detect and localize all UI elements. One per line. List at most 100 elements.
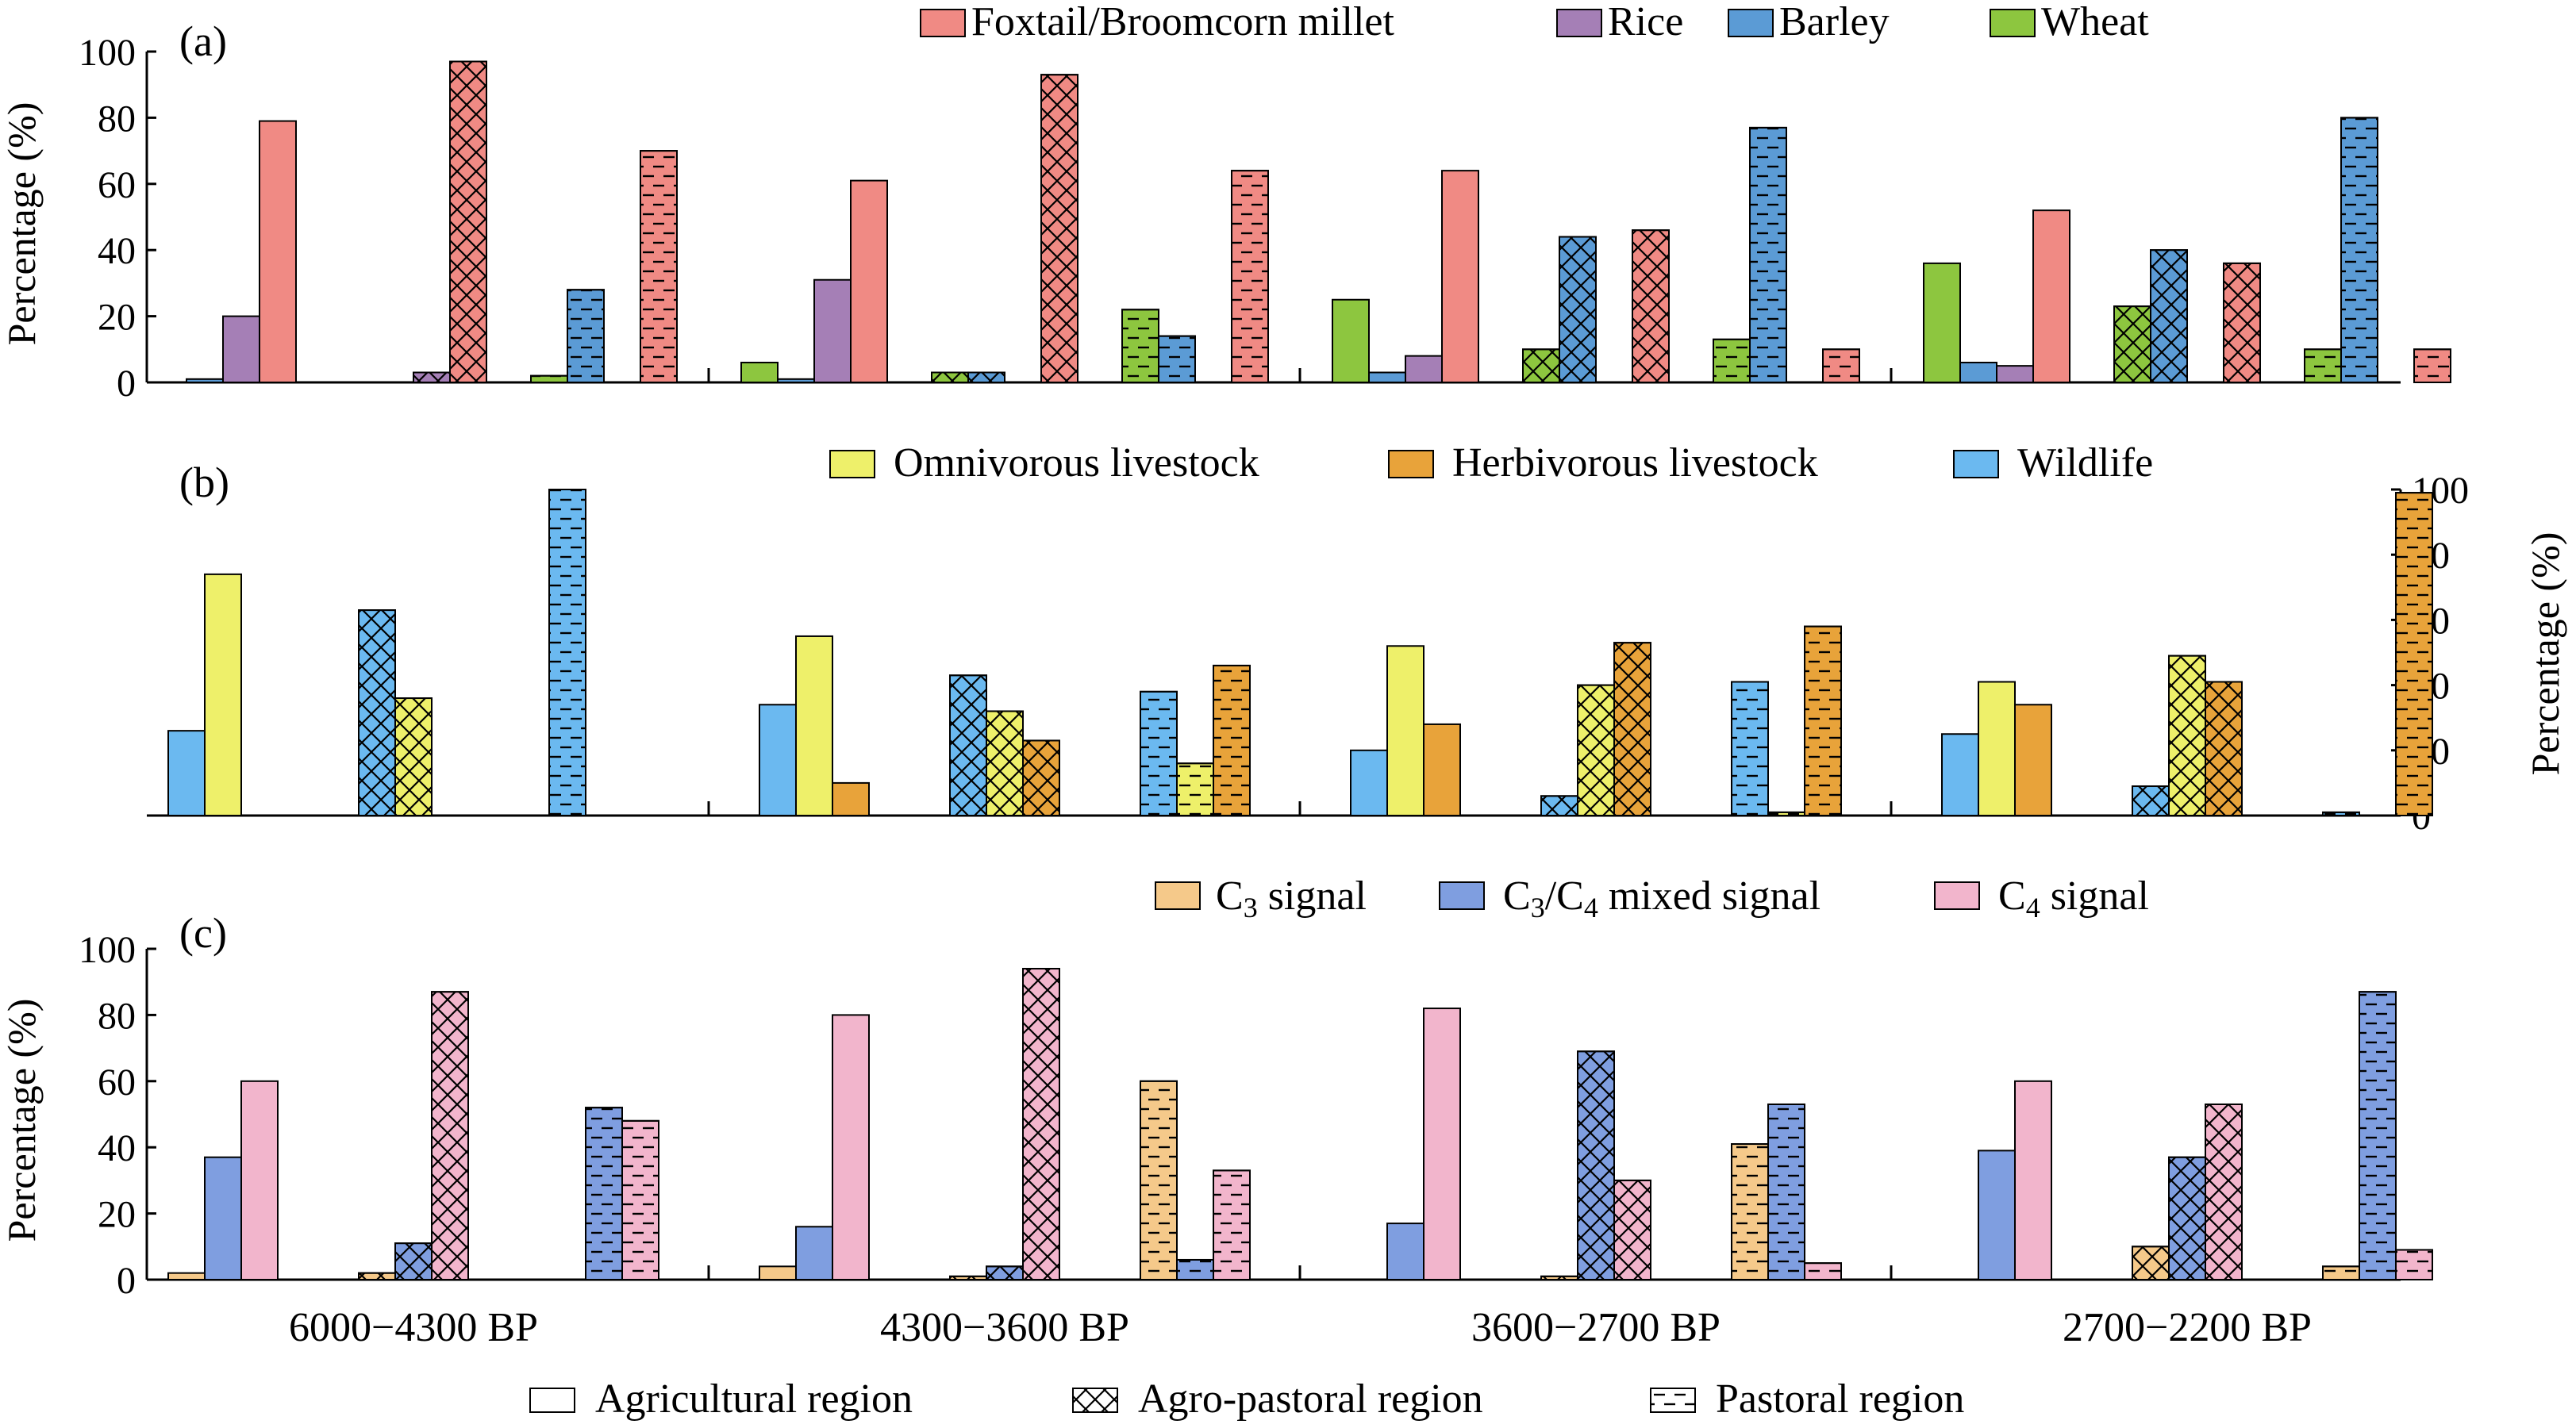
bar-b-omnivorous-livestock-agro-pastoral-pattern	[394, 697, 433, 816]
bar-b-wildlife-agricultural	[167, 730, 206, 817]
bar-a-barley-agricultural	[1368, 371, 1406, 383]
bar-a-wheat-pastoral-pattern	[1713, 338, 1751, 384]
legend-label-wildlife: Wildlife	[2017, 440, 2153, 486]
legend-label-herbivorous: Herbivorous livestock	[1452, 440, 1818, 486]
bar-a-wheat-agro-pastoral-pattern	[931, 371, 969, 383]
panel-c-ytick-label: 80	[98, 995, 136, 1037]
bar-c-c4-pastoral-pattern	[1804, 1262, 1842, 1281]
bar-c-c3c4-pastoral-pattern	[2359, 991, 2397, 1280]
legend-swatch-agro-pastoral	[1072, 1388, 1118, 1413]
bar-c-c4-agro-pastoral-pattern	[1022, 968, 1060, 1281]
panel-c-ytick-label: 60	[98, 1061, 136, 1104]
bar-a-barley-agro-pastoral-pattern	[1559, 236, 1597, 383]
bar-c-c3-agro-pastoral-pattern	[358, 1272, 396, 1281]
bar-a-wheat-pastoral-pattern	[2304, 348, 2342, 383]
bar-b-omnivorous-livestock-pastoral-pattern	[1767, 811, 1805, 817]
bar-c-c3-agricultural	[759, 1265, 797, 1280]
panel-a-legend: Foxtail/Broomcorn millet Rice Barley Whe…	[920, 0, 2149, 44]
bar-b-wildlife-pastoral-pattern	[2322, 811, 2360, 817]
bar-a-foxtail-broomcorn-millet-agro-pastoral-pattern	[1040, 74, 1078, 383]
bar-b-omnivorous-livestock-agricultural	[795, 635, 833, 817]
legend-label-barley: Barley	[1779, 0, 1890, 44]
bar-a-foxtail-broomcorn-millet-agricultural	[259, 120, 297, 383]
bar-b-herbivorous-livestock-agricultural	[2014, 704, 2052, 817]
bar-a-foxtail-broomcorn-millet-pastoral-pattern	[2413, 348, 2451, 383]
bar-c-c3c4-agricultural	[795, 1226, 833, 1281]
panel-c-ytick-label: 100	[79, 929, 136, 971]
bar-a-rice-agricultural	[813, 278, 852, 384]
bar-a-barley-agricultural	[777, 378, 815, 383]
bar-c-c3c4-agro-pastoral-pattern	[986, 1265, 1024, 1280]
bar-c-c3c4-agro-pastoral-pattern	[1577, 1050, 1615, 1281]
panel-c-ytick-label: 20	[98, 1194, 136, 1236]
legend-label-agro-pastoral: Agro-pastoral region	[1138, 1376, 1483, 1422]
panel-a-label: (a)	[179, 17, 227, 65]
panel-c-ytick-label: 0	[117, 1260, 136, 1302]
bar-c-c3c4-pastoral-pattern	[585, 1107, 623, 1281]
panel-a-ylabel: Percentage (%)	[0, 102, 44, 346]
panel-a-ytick-label: 40	[98, 230, 136, 272]
x-label-1: 6000−4300 BP	[289, 1305, 538, 1350]
bar-c-c4-pastoral-pattern	[1213, 1169, 1251, 1281]
bar-a-wheat-pastoral-pattern	[530, 374, 568, 384]
legend-swatch-c4	[1934, 881, 1980, 910]
bar-a-barley-pastoral-pattern	[1749, 126, 1787, 383]
bar-b-herbivorous-livestock-pastoral-pattern	[1213, 664, 1251, 816]
legend-swatch-wheat	[1990, 9, 2036, 37]
bar-b-wildlife-agricultural	[759, 704, 797, 817]
panel-b-bars	[167, 489, 2433, 817]
bar-c-c3c4-agricultural	[1386, 1223, 1424, 1280]
bar-b-omnivorous-livestock-agro-pastoral-pattern	[986, 710, 1024, 816]
bar-b-omnivorous-livestock-agricultural	[1386, 645, 1424, 817]
bar-a-rice-agricultural	[1996, 365, 2034, 383]
legend-swatch-omnivorous	[829, 450, 875, 478]
bar-c-c3c4-agricultural	[204, 1156, 242, 1280]
bar-c-c3-agro-pastoral-pattern	[949, 1275, 987, 1280]
bar-b-omnivorous-livestock-agro-pastoral-pattern	[1577, 684, 1615, 816]
panel-b-legend: Omnivorous livestock Herbivorous livesto…	[829, 440, 2153, 486]
bar-a-barley-agro-pastoral-pattern	[2150, 249, 2188, 384]
bar-b-omnivorous-livestock-pastoral-pattern	[1176, 762, 1214, 816]
bar-c-c3-agro-pastoral-pattern	[1540, 1275, 1578, 1280]
bar-a-barley-pastoral-pattern	[567, 289, 605, 383]
bar-a-barley-agricultural	[1959, 361, 1997, 384]
bar-b-herbivorous-livestock-agricultural	[832, 781, 870, 817]
bar-c-c4-agricultural	[832, 1014, 870, 1281]
bar-a-wheat-agro-pastoral-pattern	[1522, 348, 1560, 383]
panel-c-label: (c)	[179, 909, 227, 957]
legend-swatch-millet	[920, 9, 966, 37]
bar-b-herbivorous-livestock-agro-pastoral-pattern	[1022, 739, 1060, 816]
bar-c-c4-agro-pastoral-pattern	[1613, 1179, 1651, 1281]
bar-a-rice-agricultural	[1405, 355, 1443, 384]
bar-b-herbivorous-livestock-agro-pastoral-pattern	[2205, 681, 2243, 816]
bar-b-wildlife-agro-pastoral-pattern	[2132, 785, 2170, 817]
bar-b-wildlife-agro-pastoral-pattern	[949, 674, 987, 817]
panel-a-ytick-label: 60	[98, 164, 136, 206]
bar-a-wheat-agricultural	[1923, 262, 1961, 383]
panel-a: (a) Percentage (%) 0 20 40 60 80 100 Foxtail/…	[0, 0, 2451, 405]
legend-label-rice: Rice	[1608, 0, 1683, 44]
panel-b-label: (b)	[179, 459, 229, 506]
bar-a-rice-agricultural	[222, 315, 260, 384]
panel-c-axes: 0 20 40 60 80 100	[79, 929, 2401, 1302]
bar-b-omnivorous-livestock-agricultural	[204, 573, 242, 816]
x-label-2: 4300−3600 BP	[880, 1305, 1129, 1350]
bar-c-c4-agricultural	[1423, 1008, 1461, 1281]
bar-c-c4-agro-pastoral-pattern	[2205, 1103, 2243, 1280]
bar-a-foxtail-broomcorn-millet-agro-pastoral-pattern	[1632, 229, 1670, 383]
legend-swatch-c3	[1155, 881, 1201, 910]
legend-label-omnivorous: Omnivorous livestock	[894, 440, 1259, 486]
bar-c-c3-agricultural	[167, 1272, 206, 1281]
bar-c-c3-pastoral-pattern	[2322, 1265, 2360, 1280]
panel-b-ylabel: Percentage (%)	[2523, 532, 2567, 776]
panel-c-ylabel: Percentage (%)	[0, 999, 44, 1242]
bar-a-barley-agricultural	[186, 378, 224, 383]
bar-c-c4-agricultural	[240, 1080, 279, 1281]
legend-label-wheat: Wheat	[2041, 0, 2149, 44]
bar-a-rice-agro-pastoral-pattern	[413, 371, 451, 383]
bar-c-c3-agro-pastoral-pattern	[2132, 1246, 2170, 1281]
legend-swatch-rice	[1556, 9, 1602, 37]
bar-c-c3c4-pastoral-pattern	[1176, 1258, 1214, 1280]
